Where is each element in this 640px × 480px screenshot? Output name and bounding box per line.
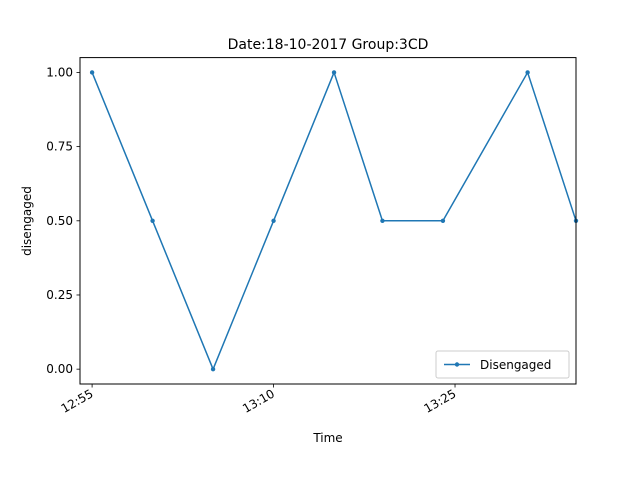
data-point: [271, 218, 276, 223]
data-point: [89, 70, 95, 75]
y-tick-label: 0.75: [46, 140, 73, 154]
data-point: [150, 218, 155, 223]
legend: Disengaged: [435, 350, 570, 379]
chart-title: Date:18-10-2017 Group:3CD: [228, 37, 429, 53]
y-tick-label: 0.50: [46, 214, 73, 228]
y-tick-label: 1.00: [46, 65, 73, 79]
y-tick-label: 0.00: [46, 362, 73, 376]
y-axis-ticks: 0.00 0.25 0.50 0.75 1.00: [46, 65, 80, 376]
x-axis-label: Time: [312, 431, 342, 445]
data-point: [331, 70, 337, 75]
data-point: [380, 218, 385, 223]
plot-frame: [79, 57, 577, 385]
data-point: [525, 70, 530, 75]
series-layer: [89, 70, 579, 372]
data-point: [210, 366, 216, 372]
legend-entry-disengaged: Disengaged: [480, 358, 551, 372]
data-point: [440, 218, 446, 223]
y-tick-label: 0.25: [46, 288, 73, 302]
y-axis-label: disengaged: [20, 186, 34, 256]
legend-box: [435, 350, 570, 379]
legend-marker-swatch: [454, 362, 460, 367]
